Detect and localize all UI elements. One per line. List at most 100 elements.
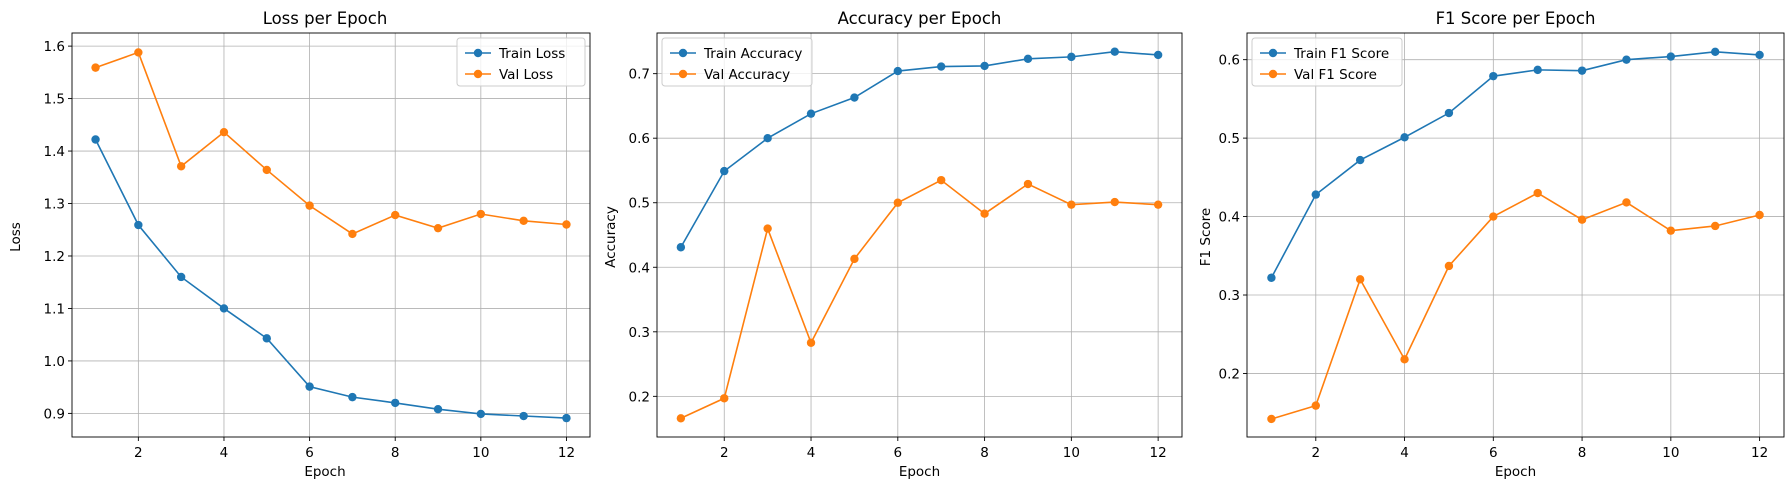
data-point bbox=[1622, 198, 1631, 207]
chart-title: F1 Score per Epoch bbox=[1436, 9, 1596, 28]
x-axis-label: Epoch bbox=[1495, 464, 1536, 480]
y-tick-label: 1.6 bbox=[44, 39, 65, 55]
data-point bbox=[476, 209, 486, 219]
series-line bbox=[1271, 192, 1760, 420]
x-tick-label: 10 bbox=[1662, 445, 1679, 461]
y-tick-label: 0.6 bbox=[1219, 53, 1240, 69]
data-point bbox=[893, 66, 903, 76]
chart-title: Loss per Epoch bbox=[263, 9, 388, 28]
data-point bbox=[1577, 215, 1587, 224]
data-point bbox=[1311, 401, 1320, 410]
y-tick-label: 1.2 bbox=[44, 249, 65, 265]
legend-label: Val Loss bbox=[499, 67, 553, 83]
y-tick-label: 0.3 bbox=[1219, 288, 1240, 304]
legend-label: Val F1 Score bbox=[1294, 67, 1377, 83]
data-point bbox=[1666, 52, 1676, 61]
data-point bbox=[676, 243, 686, 252]
data-point bbox=[1267, 273, 1276, 282]
legend-box bbox=[661, 37, 813, 87]
x-tick-label: 10 bbox=[472, 445, 489, 461]
data-point bbox=[720, 166, 729, 176]
data-point bbox=[433, 404, 443, 414]
data-point bbox=[1110, 47, 1119, 56]
data-point bbox=[1711, 47, 1720, 57]
y-tick-label: 0.2 bbox=[629, 389, 650, 405]
data-point bbox=[1267, 414, 1276, 424]
y-axis-label: Loss bbox=[8, 222, 24, 252]
data-point bbox=[1577, 66, 1587, 75]
data-point bbox=[1355, 275, 1365, 284]
data-point bbox=[91, 135, 100, 144]
data-point bbox=[1622, 55, 1631, 64]
data-point bbox=[519, 216, 528, 226]
data-point bbox=[1400, 133, 1409, 142]
y-axis-label: F1 Score bbox=[1198, 208, 1214, 266]
axes-frame bbox=[656, 32, 1183, 438]
data-point bbox=[176, 162, 186, 171]
legend: Train Accuracy Val Accuracy bbox=[661, 37, 813, 87]
chart-loss: Loss per Epoch Epoch Loss 2 4 6 8 10 12 0.9 1.0… bbox=[8, 9, 591, 480]
grid bbox=[72, 33, 590, 437]
x-tick-label: 2 bbox=[1311, 445, 1320, 461]
y-tick-label: 0.4 bbox=[629, 260, 650, 276]
legend-swatch-marker bbox=[678, 69, 688, 79]
chart-accuracy: Accuracy per Epoch Epoch Accuracy 2 4 6 8 10… bbox=[603, 9, 1183, 480]
data-point bbox=[433, 223, 443, 233]
data-point bbox=[1355, 155, 1365, 165]
data-point bbox=[391, 398, 400, 408]
data-point bbox=[1023, 54, 1033, 64]
chart-f1-score: F1 Score per Epoch Epoch F1 Score 2 4 6 8 10… bbox=[1198, 9, 1785, 480]
legend-swatch-marker bbox=[473, 69, 483, 79]
data-point bbox=[1755, 50, 1764, 60]
legend-label: Train Loss bbox=[498, 46, 565, 62]
data-point bbox=[1666, 226, 1676, 235]
y-tick-label: 0.3 bbox=[629, 325, 650, 341]
data-point bbox=[720, 394, 729, 403]
data-point bbox=[176, 272, 186, 282]
legend-swatch-marker bbox=[1268, 48, 1278, 58]
data-point bbox=[1023, 179, 1033, 189]
legend-box bbox=[1251, 37, 1403, 87]
data-point bbox=[1489, 212, 1498, 221]
y-tick-label: 0.6 bbox=[629, 131, 650, 147]
x-tick-label: 6 bbox=[1489, 445, 1498, 461]
data-point bbox=[562, 413, 571, 423]
data-point bbox=[893, 198, 903, 207]
y-tick-label: 1.3 bbox=[44, 197, 65, 213]
legend: Train F1 Score Val F1 Score bbox=[1251, 37, 1403, 87]
series-line bbox=[680, 179, 1159, 420]
data-point bbox=[1067, 200, 1076, 209]
x-tick-label: 6 bbox=[894, 445, 903, 461]
y-tick-label: 0.4 bbox=[1219, 210, 1240, 226]
data-point bbox=[850, 254, 859, 264]
data-point bbox=[676, 414, 686, 423]
y-tick-label: 0.5 bbox=[629, 196, 650, 212]
series-line bbox=[680, 50, 1159, 248]
x-tick-label: 12 bbox=[1150, 445, 1167, 461]
data-point bbox=[134, 48, 143, 57]
grid bbox=[657, 33, 1182, 437]
data-point bbox=[262, 165, 271, 175]
y-tick-label: 1.1 bbox=[44, 301, 65, 317]
x-tick-label: 10 bbox=[1063, 445, 1080, 461]
data-point bbox=[519, 411, 528, 421]
legend-swatch-marker bbox=[1268, 69, 1278, 79]
y-tick-label: 0.2 bbox=[1219, 366, 1240, 382]
series-line bbox=[95, 51, 567, 235]
y-axis-label: Accuracy bbox=[603, 206, 619, 268]
y-tick-label: 1.4 bbox=[44, 144, 65, 160]
data-point bbox=[348, 392, 357, 402]
y-tick-label: 0.7 bbox=[629, 67, 650, 83]
data-point bbox=[134, 220, 143, 230]
x-tick-label: 12 bbox=[1751, 445, 1768, 461]
x-tick-label: 8 bbox=[391, 445, 400, 461]
data-point bbox=[391, 210, 400, 220]
data-point bbox=[1444, 261, 1454, 271]
x-tick-label: 4 bbox=[807, 445, 816, 461]
y-tick-label: 0.5 bbox=[1219, 131, 1240, 147]
legend-swatch-marker bbox=[678, 48, 688, 58]
data-point bbox=[806, 109, 816, 118]
data-point bbox=[1400, 355, 1409, 364]
